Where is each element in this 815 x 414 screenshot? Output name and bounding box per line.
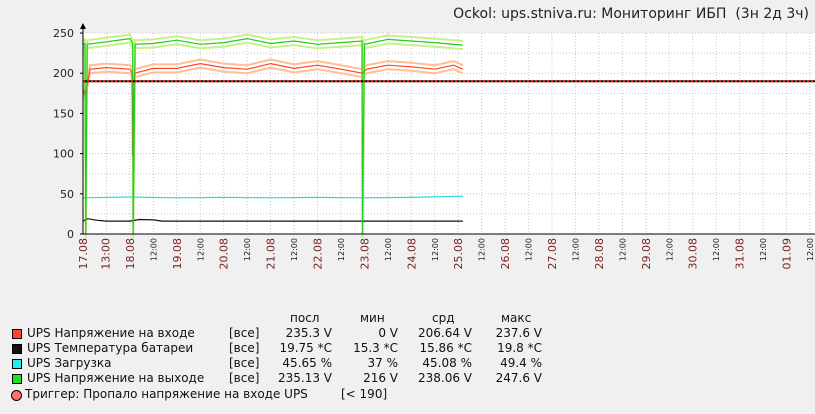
x-noon-label: 12:00 — [571, 238, 580, 261]
y-tick-label: 0 — [67, 228, 74, 241]
legend-swatch — [12, 359, 22, 369]
x-noon-label: 12:00 — [712, 238, 721, 261]
legend-header-max: макс — [501, 311, 532, 325]
legend-max-value: 49.4 % — [500, 356, 542, 370]
x-noon-label: 12:00 — [618, 238, 627, 261]
x-noon-label: 12:00 — [478, 238, 487, 261]
legend-min-value: 216 V — [363, 371, 398, 385]
x-noon-label: 12:00 — [243, 238, 252, 261]
x-noon-label: 12:00 — [196, 238, 205, 261]
series-0-line — [82, 62, 464, 157]
chart: 0 50 100 150 200 250 17.08 13:00 18.08 12:00 19.08… — [53, 23, 815, 270]
x-day-label: 22.08 — [312, 238, 325, 270]
y-tick-label: 50 — [60, 188, 74, 201]
legend-avg-value: 45.08 % — [422, 356, 472, 370]
legend-header-last: посл — [290, 311, 320, 325]
legend-last-value: 19.75 *C — [279, 341, 332, 355]
x-day-label: 24.08 — [405, 238, 418, 270]
y-tick-label: 100 — [53, 148, 74, 161]
x-day-label: 17.08 — [77, 238, 90, 270]
trigger-dot-icon — [11, 390, 22, 401]
x-day-label: 19.08 — [171, 238, 184, 270]
series-0-max-band — [82, 58, 464, 153]
legend-filter: [все] — [229, 326, 260, 340]
x-day-label: 29.08 — [640, 238, 653, 270]
x-day-label: 20.08 — [218, 238, 231, 269]
legend-header-min: мин — [360, 311, 385, 325]
legend-last-value: 235.3 V — [285, 326, 332, 340]
series-3-max-band — [82, 33, 463, 231]
legend-avg-value: 238.06 V — [417, 371, 472, 385]
legend-max-value: 247.6 V — [495, 371, 542, 385]
x-noon-label: 13:00 — [99, 238, 112, 270]
minmax-bands — [82, 33, 464, 239]
chart-title: Ockol: ups.stniva.ru: Мониторинг ИБП (3н… — [453, 6, 809, 22]
x-day-label: 18.08 — [124, 238, 137, 270]
legend-avg-value: 15.86 *C — [419, 341, 472, 355]
x-noon-label: 12:00 — [665, 238, 674, 261]
legend-avg-value: 206.64 V — [417, 326, 472, 340]
series-3-line — [82, 37, 463, 235]
trigger-condition: [< 190] — [341, 387, 388, 401]
axes — [80, 23, 815, 235]
series-2-line — [82, 195, 463, 199]
y-axis-arrow — [80, 23, 86, 29]
legend-series-name: UPS Температура батареи — [27, 341, 194, 355]
x-noon-label: 12:00 — [525, 238, 534, 261]
x-day-label: 21.08 — [265, 238, 278, 270]
legend-last-value: 45.65 % — [282, 356, 332, 370]
grid — [82, 32, 815, 234]
legend-series-name: UPS Загрузка — [27, 356, 112, 370]
x-noon-label: 12:00 — [759, 238, 768, 261]
legend-max-value: 19.8 *C — [497, 341, 542, 355]
legend-max-value: 237.6 V — [495, 326, 542, 340]
legend-series-name: UPS Напряжение на выходе — [27, 371, 205, 385]
legend-swatch — [12, 344, 22, 354]
series-0-min-band — [82, 66, 464, 161]
legend-series-name: UPS Напряжение на входе — [27, 326, 195, 340]
legend-last-value: 235.13 V — [277, 371, 332, 385]
series-1-line — [82, 218, 463, 222]
x-day-label: 27.08 — [546, 238, 559, 270]
x-noon-label: 12:00 — [149, 238, 158, 261]
x-day-label: 30.08 — [687, 238, 700, 270]
legend-min-value: 0 V — [378, 326, 398, 340]
x-day-label: 31.08 — [734, 238, 747, 270]
series-lines — [82, 37, 464, 235]
x-noon-label: 12:00 — [431, 238, 440, 261]
x-noon-label: 12:00 — [384, 238, 393, 261]
x-day-label: 28.08 — [593, 238, 606, 270]
y-tick-label: 250 — [53, 27, 74, 40]
legend-filter: [все] — [229, 371, 260, 385]
legend-filter: [все] — [229, 356, 260, 370]
x-noon-label: 12:00 — [290, 238, 299, 261]
trigger-name: Триггер: Пропало напряжение на входе UPS — [25, 387, 308, 401]
legend-swatch — [12, 374, 22, 384]
legend-header-avg: срд — [432, 311, 455, 325]
tick-labels: 0 50 100 150 200 250 17.08 13:00 18.08 12:00 19.08… — [53, 27, 815, 270]
legend-min-value: 15.3 *C — [353, 341, 398, 355]
x-noon-label: 12:00 — [337, 238, 346, 261]
legend-min-value: 37 % — [367, 356, 399, 370]
x-day-label: 25.08 — [452, 238, 465, 270]
y-tick-label: 200 — [53, 67, 74, 80]
x-day-label: 26.08 — [499, 238, 512, 270]
y-tick-label: 150 — [53, 107, 74, 120]
x-day-label: 23.08 — [358, 238, 371, 270]
legend-swatch — [12, 329, 22, 339]
x-noon-label: 12:00 — [806, 238, 815, 261]
x-day-label: 01.09 — [781, 238, 794, 270]
legend-filter: [все] — [229, 341, 260, 355]
